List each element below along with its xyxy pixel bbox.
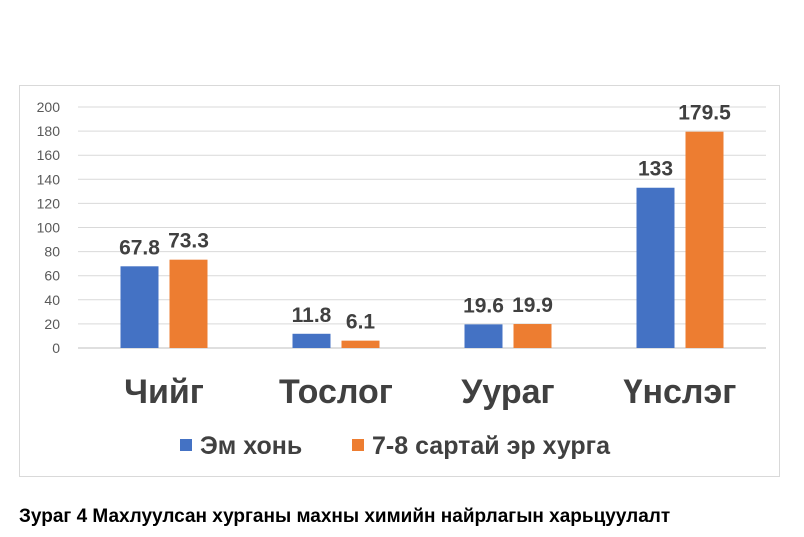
- bar-em-khon: [292, 333, 331, 348]
- bar-em-khon: [636, 187, 675, 348]
- y-tick-label: 20: [44, 316, 60, 332]
- x-axis: Чийг Тослог Уураг Үнслэг: [124, 373, 736, 411]
- y-tick-label: 60: [44, 268, 60, 284]
- y-tick-label: 80: [44, 244, 60, 260]
- y-tick-label: 180: [37, 123, 61, 139]
- bar-er-khurga: [685, 131, 724, 348]
- legend: Эм хонь 7-8 сартай эр хурга: [180, 432, 611, 460]
- bar-em-khon: [120, 266, 159, 348]
- legend-swatch: [352, 439, 364, 451]
- bar-er-khurga: [513, 324, 552, 348]
- y-tick-label: 120: [37, 195, 61, 211]
- data-label: 179.5: [678, 102, 731, 125]
- legend-label: Эм хонь: [200, 432, 302, 460]
- x-category-label: Чийг: [124, 373, 204, 411]
- data-label: 19.6: [463, 294, 504, 317]
- bar-er-khurga: [341, 340, 380, 348]
- bars: [120, 131, 724, 348]
- bar-em-khon: [464, 324, 503, 348]
- x-category-label: Үнслэг: [624, 373, 737, 411]
- y-axis: 0 20 40 60 80 100 120 140 160 180 200: [37, 99, 61, 356]
- y-tick-label: 140: [37, 171, 61, 187]
- y-tick-label: 100: [37, 220, 61, 236]
- data-label: 67.8: [119, 236, 160, 259]
- x-category-label: Тослог: [279, 373, 393, 411]
- x-category-label: Уураг: [461, 373, 554, 411]
- y-tick-label: 40: [44, 292, 60, 308]
- data-label: 11.8: [292, 304, 332, 327]
- figure-caption: Зураг 4 Махлуулсан хурганы махны химийн …: [19, 506, 671, 527]
- data-label: 133: [638, 158, 673, 181]
- data-label: 19.9: [512, 294, 553, 317]
- y-tick-label: 160: [37, 147, 61, 163]
- legend-label: 7-8 сартай эр хурга: [372, 432, 611, 460]
- data-labels: 67.8 73.3 11.8 6.1 19.6 19.9 133 179.5: [119, 102, 731, 334]
- bar-er-khurga: [169, 259, 208, 348]
- data-label: 6.1: [346, 311, 376, 334]
- y-tick-label: 200: [37, 99, 61, 115]
- y-tick-label: 0: [52, 340, 60, 356]
- legend-swatch: [180, 439, 192, 451]
- data-label: 73.3: [168, 230, 209, 253]
